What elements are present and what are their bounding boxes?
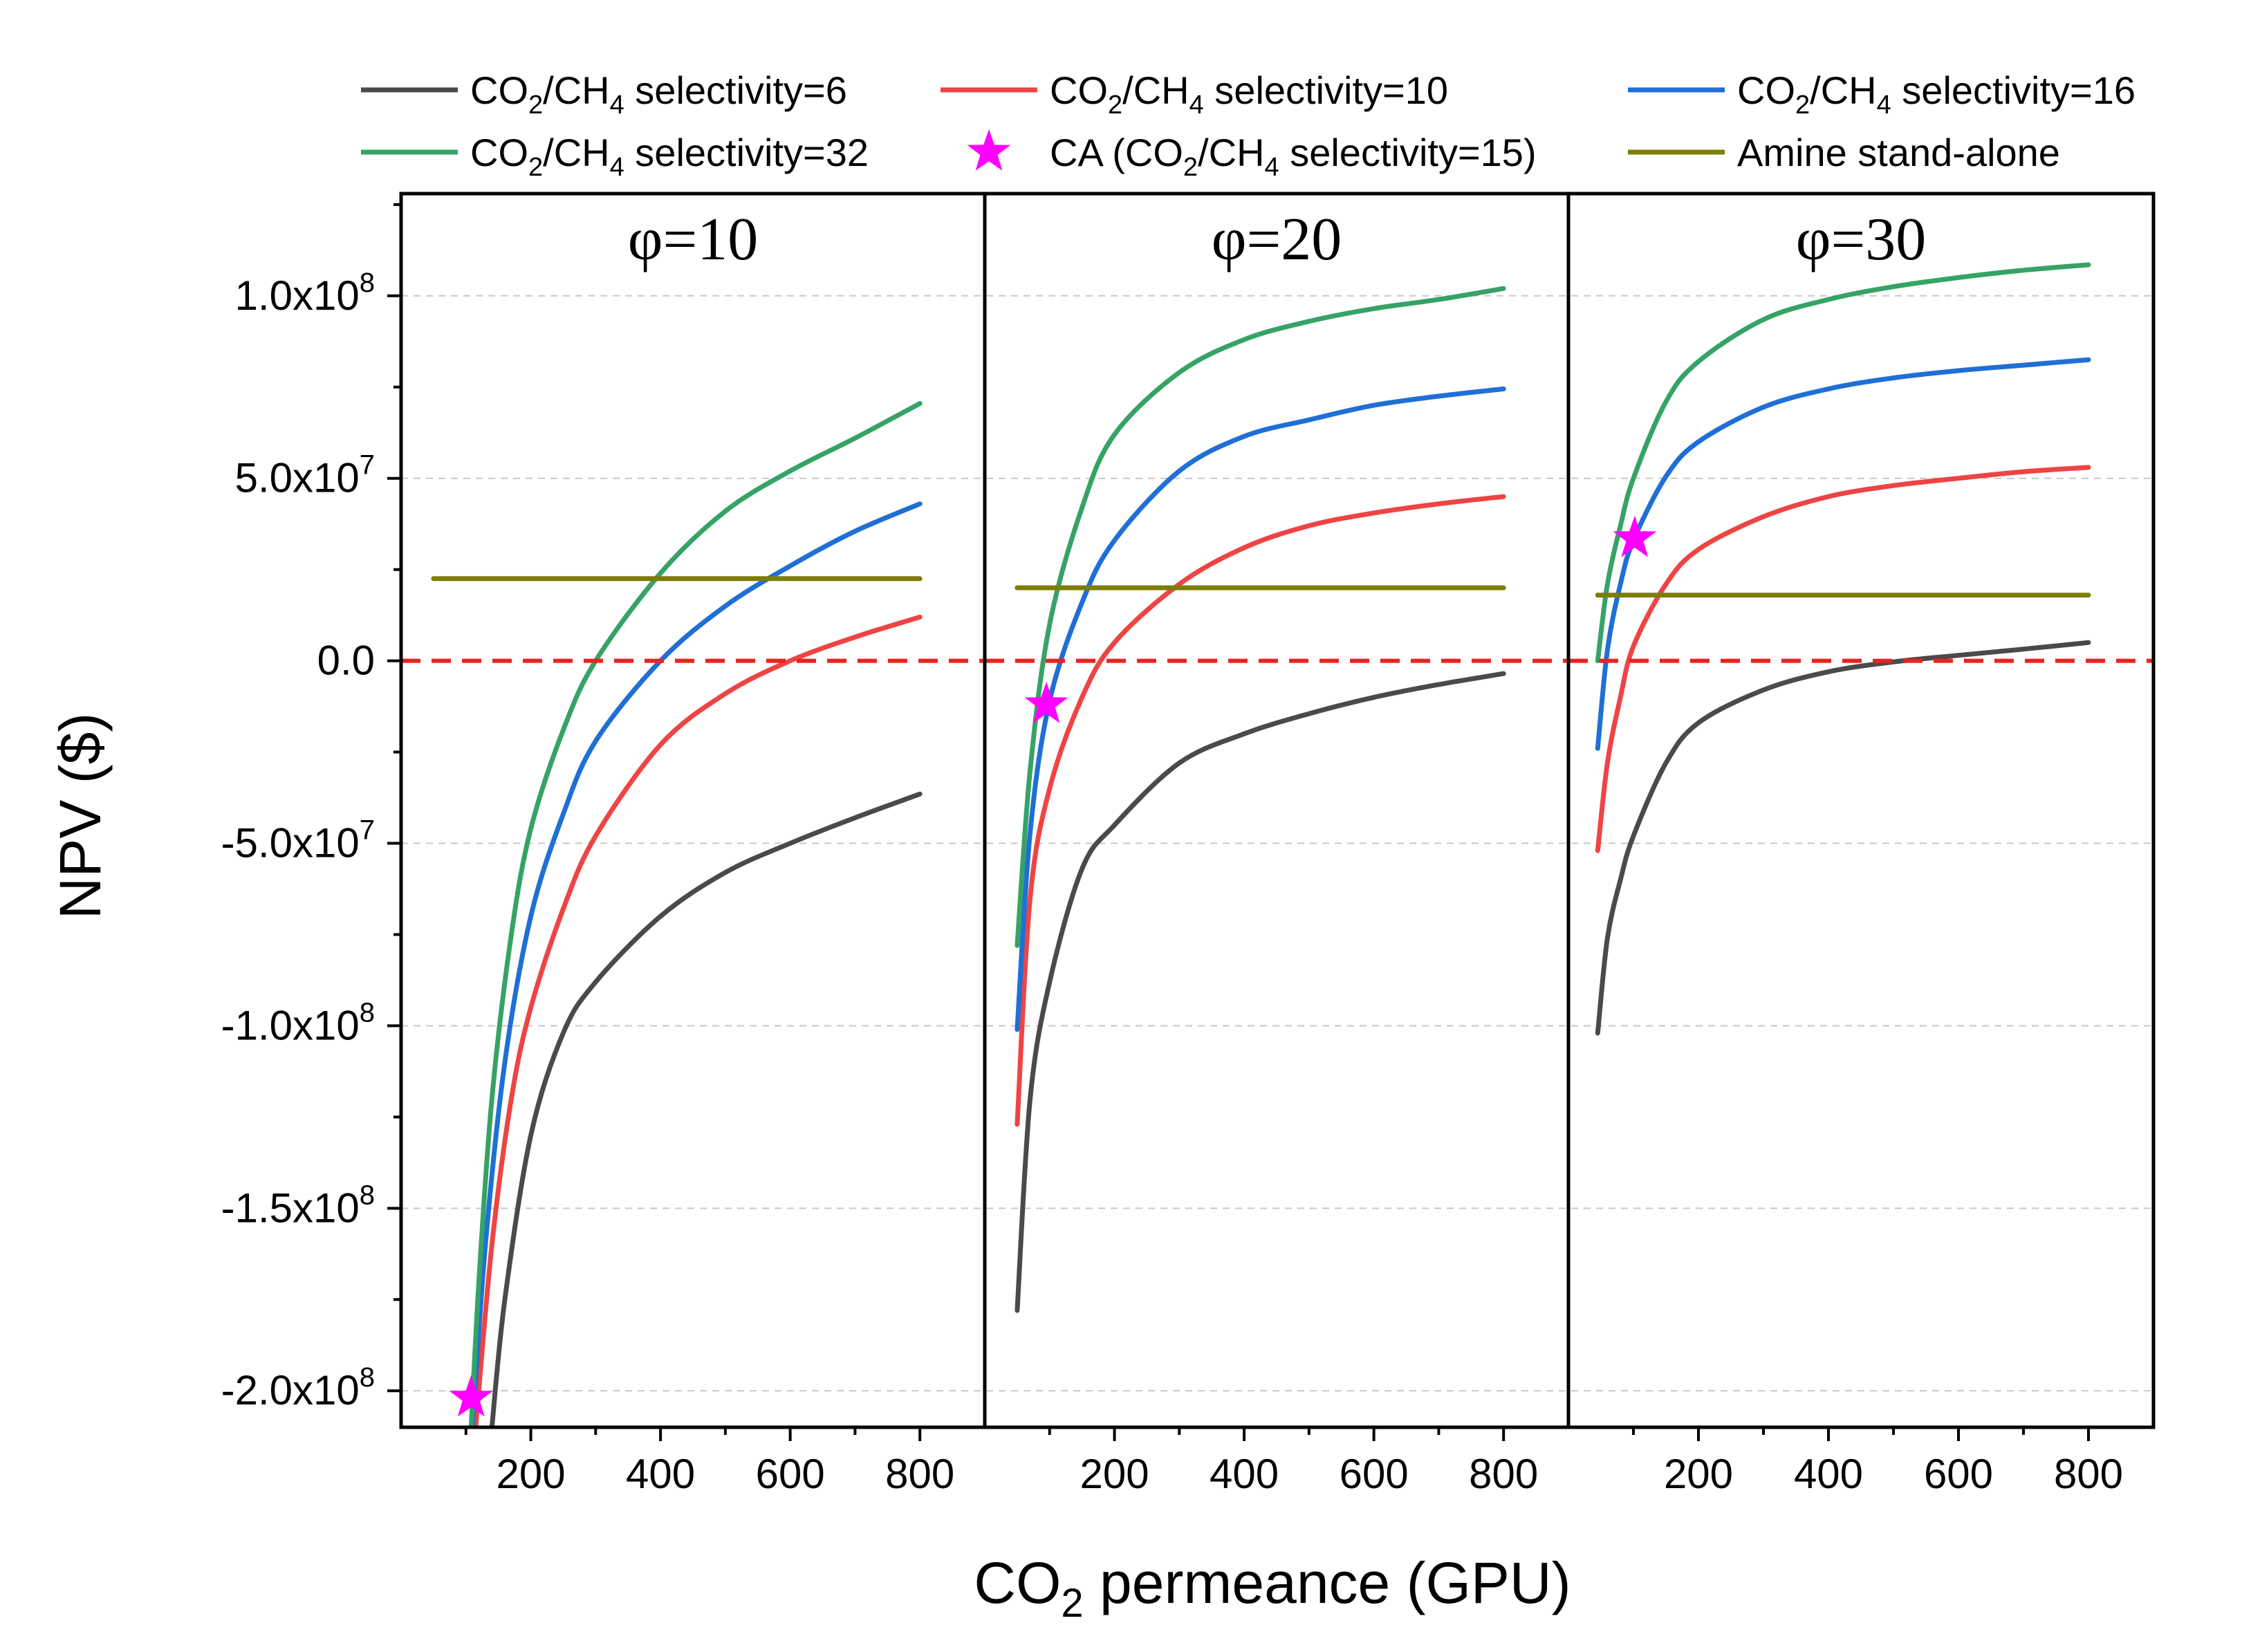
series-line-sel10 bbox=[473, 614, 923, 1427]
x-tick-label: 400 bbox=[1210, 1451, 1279, 1497]
series-line-sel6 bbox=[1015, 671, 1506, 1313]
ca-star-marker bbox=[1613, 515, 1657, 557]
legend-item-sel32: CO2/CH4 selectivity=32 bbox=[361, 131, 869, 182]
x-axis-label: CO2 permeance (GPU) bbox=[974, 1550, 1571, 1626]
series-line-sel32 bbox=[1595, 262, 2091, 664]
ca-star-marker bbox=[1024, 681, 1068, 723]
x-tick-label: 400 bbox=[626, 1451, 695, 1497]
legend-item-sel16: CO2/CH4 selectivity=16 bbox=[1628, 68, 2136, 120]
panel-title: φ=30 bbox=[1796, 206, 1926, 273]
x-tick-label: 400 bbox=[1794, 1451, 1863, 1497]
panel-title: φ=20 bbox=[1212, 206, 1342, 273]
x-tick-label: 600 bbox=[756, 1451, 825, 1497]
legend-item-amine: Amine stand-alone bbox=[1628, 131, 2060, 174]
legend-label: CA (CO2/CH4 selectivity=15) bbox=[1050, 131, 1537, 182]
series-line-sel16 bbox=[1595, 357, 2091, 751]
series-line-sel32 bbox=[1015, 286, 1506, 948]
x-tick-label: 200 bbox=[1080, 1451, 1149, 1497]
x-tick-label: 800 bbox=[2054, 1451, 2123, 1497]
legend-label: CO2/CH4 selectivity=6 bbox=[470, 68, 847, 120]
curves bbox=[401, 262, 2153, 1427]
legend: CO2/CH4 selectivity=6 CO2/CH4 selectivity… bbox=[361, 68, 2136, 182]
panel-frames bbox=[399, 192, 2156, 1429]
legend-label: CO2/CH4 selectivity=32 bbox=[470, 131, 869, 182]
y-axis-label: NPV ($) bbox=[48, 713, 113, 920]
y-tick-label: -5.0x107 bbox=[221, 815, 375, 866]
legend-item-sel6: CO2/CH4 selectivity=6 bbox=[361, 68, 847, 120]
legend-label: Amine stand-alone bbox=[1737, 131, 2060, 174]
x-tick-label: 600 bbox=[1340, 1451, 1409, 1497]
panel-frame bbox=[1566, 192, 2156, 1429]
x-tick-label: 800 bbox=[885, 1451, 954, 1497]
y-tick-label: 0.0 bbox=[317, 638, 375, 684]
series-line-sel16 bbox=[1015, 386, 1506, 1032]
x-tick-label: 800 bbox=[1469, 1451, 1538, 1497]
x-axes: 200 400 600 800 200 400 600 800 200 400 600 800 bbox=[464, 1427, 2123, 1497]
gridlines bbox=[401, 295, 2153, 1392]
legend-star-icon bbox=[967, 129, 1011, 171]
y-axis: -2.0x108 -1.5x108 -1.0x108 -5.0x107 0.0 5.0x1… bbox=[221, 203, 401, 1413]
legend-label: CO2/CH4 selectivity=10 bbox=[1050, 68, 1448, 120]
y-tick-label: 1.0x108 bbox=[235, 268, 375, 319]
panel-1-plot bbox=[401, 401, 985, 1427]
x-axis-label-sub: 2 bbox=[1061, 1581, 1083, 1626]
ca-star-marker bbox=[449, 1375, 493, 1417]
y-tick-label: -1.5x108 bbox=[221, 1180, 375, 1231]
series-line-sel10 bbox=[1595, 465, 2091, 853]
panel-title: φ=10 bbox=[628, 206, 758, 273]
legend-item-ca: CA (CO2/CH4 selectivity=15) bbox=[967, 129, 1537, 182]
x-axis-label-rest: permeance (GPU) bbox=[1084, 1550, 1571, 1615]
series-line-sel6 bbox=[489, 791, 923, 1427]
panel-2-plot bbox=[985, 286, 1568, 1313]
x-tick-label: 200 bbox=[497, 1451, 566, 1497]
legend-label: CO2/CH4 selectivity=16 bbox=[1737, 68, 2136, 120]
y-tick-label: 5.0x107 bbox=[235, 450, 375, 501]
series-line-sel6 bbox=[1595, 640, 2091, 1036]
legend-item-sel10: CO2/CH4 selectivity=10 bbox=[941, 68, 1448, 120]
panel-3-plot bbox=[1568, 262, 2153, 1036]
x-tick-label: 200 bbox=[1664, 1451, 1733, 1497]
x-axis-label-main: CO bbox=[974, 1550, 1061, 1615]
series-line-sel16 bbox=[470, 501, 923, 1427]
x-tick-label: 600 bbox=[1924, 1451, 1993, 1497]
y-tick-label: -1.0x108 bbox=[221, 997, 375, 1048]
y-tick-label: -2.0x108 bbox=[221, 1362, 375, 1413]
series-line-sel32 bbox=[468, 401, 923, 1427]
series-line-sel10 bbox=[1015, 494, 1506, 1127]
panel-titles: φ=10 φ=20 φ=30 bbox=[628, 206, 1926, 273]
